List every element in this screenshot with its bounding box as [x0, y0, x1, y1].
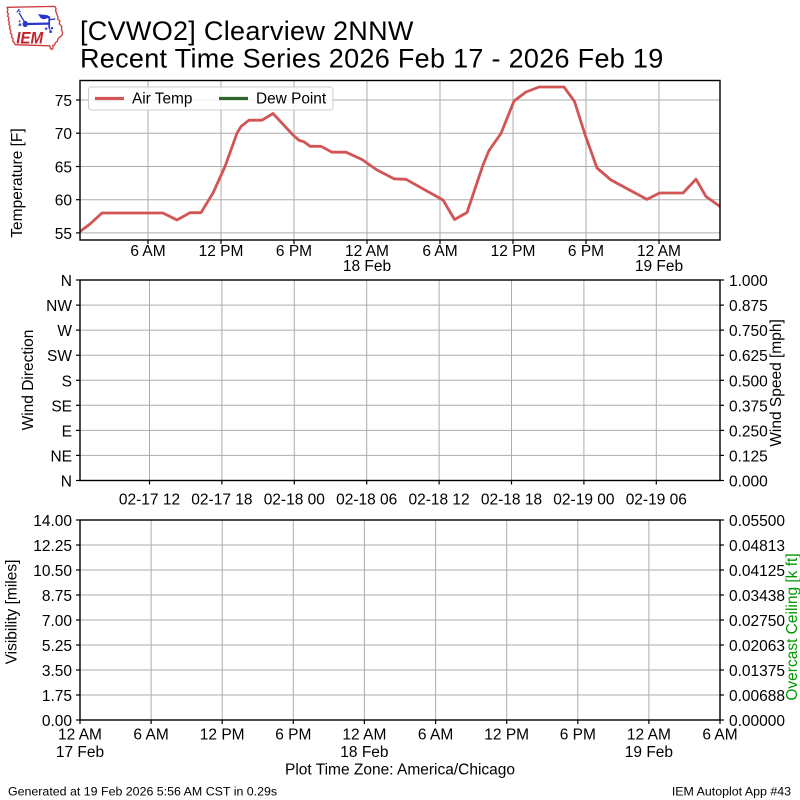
- svg-text:0.000: 0.000: [729, 474, 768, 491]
- svg-text:02-18 12: 02-18 12: [408, 492, 469, 509]
- svg-text:0.04813: 0.04813: [729, 538, 785, 555]
- svg-text:12 PM: 12 PM: [484, 727, 529, 744]
- svg-text:0.00: 0.00: [42, 713, 73, 730]
- svg-text:18 Feb: 18 Feb: [340, 744, 388, 761]
- svg-text:1.75: 1.75: [42, 688, 72, 705]
- svg-text:E: E: [62, 423, 72, 440]
- svg-text:0.500: 0.500: [729, 373, 768, 390]
- svg-text:12 PM: 12 PM: [491, 243, 536, 260]
- svg-text:Overcast Ceiling [k ft]: Overcast Ceiling [k ft]: [784, 553, 800, 700]
- svg-text:6 AM: 6 AM: [418, 727, 453, 744]
- svg-text:6 PM: 6 PM: [560, 727, 596, 744]
- svg-text:6 PM: 6 PM: [568, 243, 604, 260]
- svg-text:SE: SE: [51, 398, 72, 415]
- svg-text:NW: NW: [46, 298, 72, 315]
- svg-text:Recent Time Series 2026 Feb 17: Recent Time Series 2026 Feb 17 - 2026 Fe…: [80, 44, 664, 74]
- svg-text:6 PM: 6 PM: [276, 243, 312, 260]
- svg-text:6 AM: 6 AM: [702, 727, 737, 744]
- svg-text:5.25: 5.25: [42, 638, 72, 655]
- svg-text:0.02750: 0.02750: [729, 613, 785, 630]
- svg-text:Generated at 19 Feb 2026 5:56: Generated at 19 Feb 2026 5:56 AM CST in …: [8, 785, 277, 799]
- svg-text:W: W: [57, 323, 72, 340]
- svg-text:6 AM: 6 AM: [130, 243, 165, 260]
- svg-text:Wind Speed [mph]: Wind Speed [mph]: [768, 319, 785, 447]
- svg-text:0.750: 0.750: [729, 323, 768, 340]
- svg-text:02-18 18: 02-18 18: [481, 492, 542, 509]
- svg-text:12 PM: 12 PM: [199, 243, 244, 260]
- svg-text:02-17 12: 02-17 12: [119, 492, 180, 509]
- svg-text:10.50: 10.50: [33, 563, 72, 580]
- svg-text:7.00: 7.00: [42, 613, 73, 630]
- svg-text:6 AM: 6 AM: [422, 243, 457, 260]
- svg-text:12 AM: 12 AM: [345, 243, 389, 260]
- svg-text:65: 65: [55, 160, 72, 177]
- svg-text:0.01375: 0.01375: [729, 663, 785, 680]
- svg-text:8.75: 8.75: [42, 588, 72, 605]
- svg-text:02-19 00: 02-19 00: [553, 492, 615, 509]
- svg-text:N: N: [61, 273, 72, 290]
- svg-text:0.875: 0.875: [729, 298, 768, 315]
- svg-text:12 AM: 12 AM: [58, 727, 102, 744]
- svg-text:19 Feb: 19 Feb: [625, 744, 673, 761]
- svg-text:0.03438: 0.03438: [729, 588, 785, 605]
- svg-text:12.25: 12.25: [33, 538, 72, 555]
- svg-text:0.04125: 0.04125: [729, 563, 785, 580]
- svg-text:12 AM: 12 AM: [342, 727, 386, 744]
- svg-text:Temperature [F]: Temperature [F]: [9, 128, 26, 237]
- svg-text:75: 75: [55, 93, 72, 110]
- svg-text:0.250: 0.250: [729, 423, 768, 440]
- svg-text:18 Feb: 18 Feb: [343, 258, 391, 275]
- svg-text:19 Feb: 19 Feb: [635, 258, 683, 275]
- svg-text:02-17 18: 02-17 18: [191, 492, 252, 509]
- svg-text:3.50: 3.50: [42, 663, 73, 680]
- svg-text:Plot Time Zone: America/Chicag: Plot Time Zone: America/Chicago: [285, 762, 515, 779]
- svg-text:Visibility [miles]: Visibility [miles]: [4, 560, 21, 665]
- svg-text:0.00688: 0.00688: [729, 688, 785, 705]
- svg-text:[CVWO2] Clearview 2NNW: [CVWO2] Clearview 2NNW: [80, 16, 414, 46]
- svg-text:0.02063: 0.02063: [729, 638, 785, 655]
- svg-text:0.00000: 0.00000: [729, 713, 785, 730]
- svg-text:0.625: 0.625: [729, 348, 768, 365]
- svg-text:Dew Point: Dew Point: [256, 91, 327, 108]
- svg-text:SW: SW: [47, 348, 72, 365]
- svg-text:Air Temp: Air Temp: [132, 91, 192, 108]
- svg-text:0.375: 0.375: [729, 398, 768, 415]
- svg-text:12 PM: 12 PM: [200, 727, 245, 744]
- svg-text:S: S: [62, 373, 72, 390]
- svg-text:1.000: 1.000: [729, 273, 768, 290]
- svg-text:12 AM: 12 AM: [627, 727, 671, 744]
- svg-text:0.05500: 0.05500: [729, 513, 785, 530]
- svg-text:N: N: [61, 474, 72, 491]
- svg-text:Wind Direction: Wind Direction: [20, 330, 37, 431]
- svg-text:55: 55: [55, 226, 72, 243]
- svg-text:12 AM: 12 AM: [637, 243, 681, 260]
- svg-text:70: 70: [55, 126, 73, 143]
- svg-text:IEM Autoplot App #43: IEM Autoplot App #43: [672, 785, 791, 799]
- svg-text:IEM: IEM: [16, 30, 44, 48]
- svg-text:02-18 00: 02-18 00: [264, 492, 326, 509]
- svg-text:60: 60: [55, 193, 73, 210]
- svg-text:14.00: 14.00: [33, 513, 72, 530]
- svg-text:6 AM: 6 AM: [133, 727, 168, 744]
- svg-text:02-19 06: 02-19 06: [626, 492, 687, 509]
- svg-text:17 Feb: 17 Feb: [56, 744, 104, 761]
- svg-text:6 PM: 6 PM: [275, 727, 311, 744]
- svg-text:NE: NE: [50, 448, 72, 465]
- svg-text:02-18 06: 02-18 06: [336, 492, 397, 509]
- svg-text:0.125: 0.125: [729, 448, 768, 465]
